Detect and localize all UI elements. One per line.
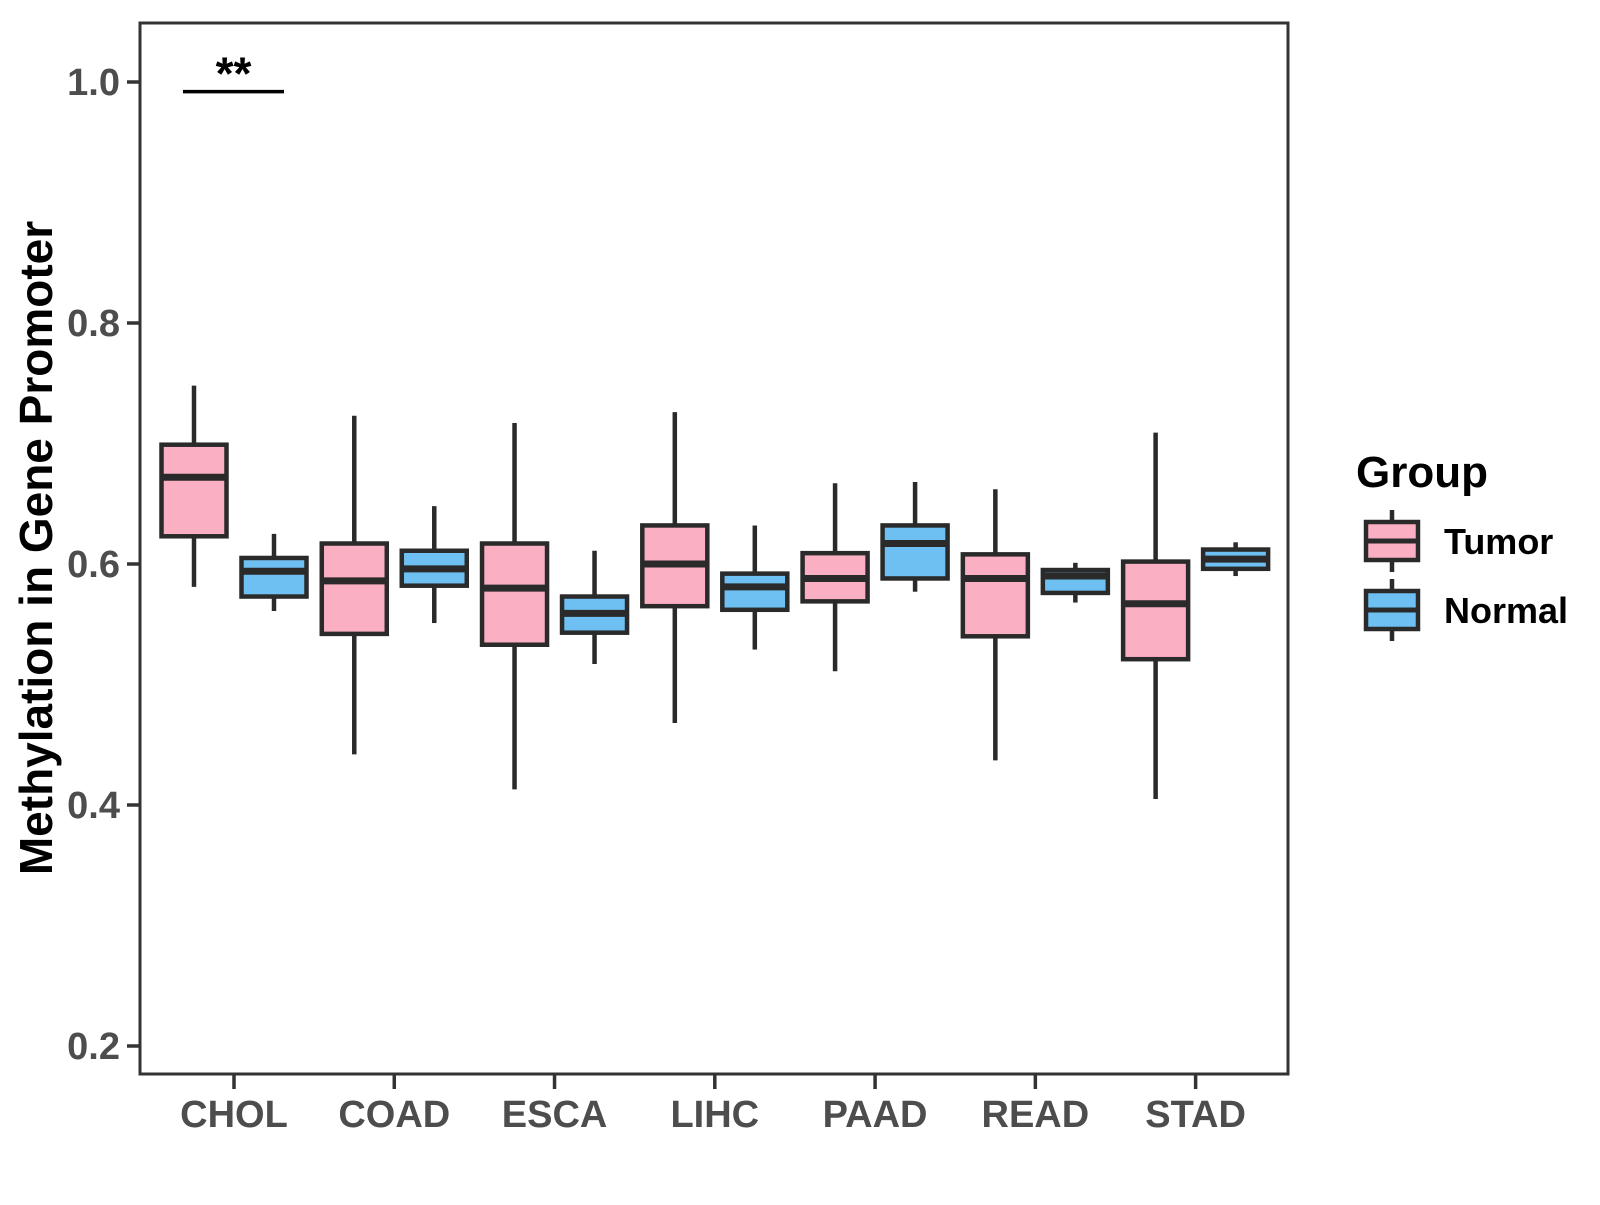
iqr-box [720,571,790,613]
boxplot-STAD-Normal [1200,542,1271,577]
boxplot-PAAD-Tumor [800,483,870,672]
boxplot-ESCA-Normal [559,550,630,665]
x-axis-category-label: CHOL [180,1094,288,1136]
significance-stars: ** [216,48,252,100]
boxplot-LIHC-Tumor [640,412,710,724]
boxplot-PAAD-Normal [880,482,950,592]
legend-title: Group [1356,448,1488,497]
boxplot-CHOL-Tumor [159,385,229,587]
x-axis-category-label: COAD [338,1094,450,1136]
x-axis-category-label: STAD [1145,1094,1246,1136]
boxplot-READ-Normal [1040,562,1111,603]
legend: Group Tumor Normal [1356,448,1568,641]
legend-entry-label: Tumor [1444,521,1553,562]
legend-entry-tumor: Tumor [1363,510,1553,572]
y-axis-tick-label: 0.2 [67,1026,120,1068]
y-axis-tick-label: 1.0 [67,62,120,104]
boxplot-ESCA-Tumor [479,423,550,790]
iqr-box [880,523,950,581]
boxplot-CHOL-Normal [239,533,309,611]
x-axis-category-label: PAAD [823,1094,928,1136]
legend-entry-normal: Normal [1363,579,1568,641]
iqr-box [479,541,550,647]
boxplot-READ-Tumor [960,489,1031,761]
x-axis-category-label: READ [982,1094,1090,1136]
significance-annotation: ** [183,48,284,100]
y-axis-tick-label: 0.6 [67,544,120,586]
boxplot-COAD-Tumor [319,415,390,755]
x-axis-category-label: ESCA [502,1094,608,1136]
iqr-box [239,555,309,599]
legend-entry-label: Normal [1444,590,1568,631]
x-axis-category-label: LIHC [670,1094,759,1136]
iqr-box [1120,559,1191,662]
boxplot-STAD-Tumor [1120,432,1191,799]
iqr-box [159,442,229,539]
y-axis-title: Methylation in Gene Promoter [10,221,62,875]
boxplot-COAD-Normal [399,506,470,624]
boxplot-LIHC-Normal [720,525,790,650]
iqr-box [960,552,1031,639]
y-axis-tick-label: 0.8 [67,303,120,345]
iqr-box [319,541,390,637]
y-axis-tick-label: 0.4 [67,785,120,827]
